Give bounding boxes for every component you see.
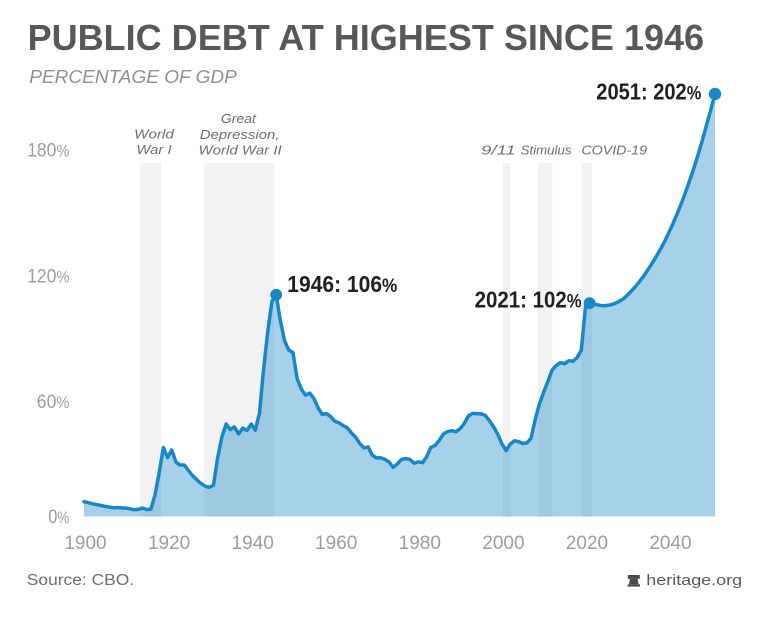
- svg-text:1980: 1980: [399, 532, 441, 554]
- svg-text:COVID-19: COVID-19: [581, 143, 647, 158]
- svg-text:1920: 1920: [148, 532, 190, 554]
- svg-text:Depression,: Depression,: [200, 127, 280, 142]
- svg-text:1940: 1940: [232, 532, 274, 554]
- svg-text:60%: 60%: [37, 391, 70, 413]
- svg-text:War I: War I: [136, 142, 172, 157]
- svg-text:9/11: 9/11: [481, 143, 515, 158]
- svg-text:heritage.org: heritage.org: [646, 573, 742, 589]
- svg-text:PERCENTAGE OF GDP: PERCENTAGE OF GDP: [29, 67, 237, 87]
- svg-text:PUBLIC DEBT AT HIGHEST SINCE 1: PUBLIC DEBT AT HIGHEST SINCE 1946: [28, 17, 705, 58]
- svg-text:World: World: [134, 127, 175, 142]
- svg-text:2021: 102%: 2021: 102%: [475, 286, 582, 312]
- svg-text:120%: 120%: [27, 265, 69, 287]
- svg-text:2000: 2000: [482, 532, 524, 554]
- svg-text:1960: 1960: [315, 532, 357, 554]
- svg-text:Source: CBO.: Source: CBO.: [27, 572, 134, 589]
- svg-text:World War II: World War II: [199, 142, 283, 157]
- svg-text:180%: 180%: [27, 140, 69, 162]
- svg-text:0%: 0%: [48, 506, 69, 528]
- svg-text:1946: 106%: 1946: 106%: [287, 271, 397, 297]
- svg-text:1900: 1900: [64, 532, 106, 554]
- svg-text:2020: 2020: [566, 532, 608, 554]
- svg-text:2051: 202%: 2051: 202%: [596, 78, 701, 104]
- svg-text:Stimulus: Stimulus: [521, 143, 572, 158]
- svg-text:Great: Great: [221, 111, 258, 126]
- svg-text:2040: 2040: [649, 532, 691, 554]
